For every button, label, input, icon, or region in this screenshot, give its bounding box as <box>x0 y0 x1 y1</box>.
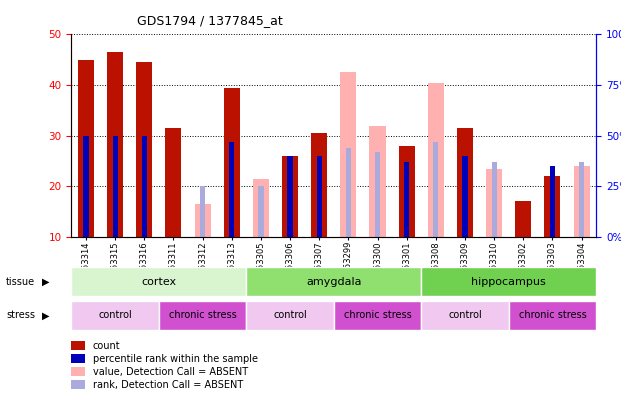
Bar <box>463 156 468 237</box>
Bar <box>375 152 380 237</box>
Bar <box>545 176 560 237</box>
Bar <box>253 179 269 237</box>
Text: GDS1794 / 1377845_at: GDS1794 / 1377845_at <box>137 14 283 27</box>
Bar <box>229 142 234 237</box>
Bar <box>486 168 502 237</box>
Text: chronic stress: chronic stress <box>343 311 411 320</box>
Text: control: control <box>273 311 307 320</box>
Bar <box>317 156 322 237</box>
Bar <box>107 52 123 237</box>
Text: amygdala: amygdala <box>306 277 361 287</box>
Bar <box>515 202 532 237</box>
Text: control: control <box>98 311 132 320</box>
Bar <box>288 156 292 237</box>
Bar <box>579 162 584 237</box>
Text: rank, Detection Call = ABSENT: rank, Detection Call = ABSENT <box>93 380 243 390</box>
Bar <box>574 166 589 237</box>
Bar <box>258 186 263 237</box>
Bar <box>200 186 205 237</box>
Bar <box>457 128 473 237</box>
Bar <box>194 204 211 237</box>
Bar <box>78 60 94 237</box>
Text: chronic stress: chronic stress <box>519 311 586 320</box>
Text: stress: stress <box>6 311 35 320</box>
Bar <box>433 142 438 237</box>
Bar <box>165 128 181 237</box>
Text: hippocampus: hippocampus <box>471 277 546 287</box>
Text: percentile rank within the sample: percentile rank within the sample <box>93 354 258 364</box>
Bar <box>399 146 415 237</box>
Bar <box>369 126 386 237</box>
Bar <box>491 162 497 237</box>
Text: count: count <box>93 341 120 351</box>
Bar <box>83 136 89 237</box>
Bar <box>428 83 444 237</box>
Bar <box>224 87 240 237</box>
Bar <box>550 166 555 237</box>
Text: chronic stress: chronic stress <box>169 311 237 320</box>
Text: ▶: ▶ <box>42 311 50 320</box>
Bar <box>282 156 298 237</box>
Bar <box>404 162 409 237</box>
Text: ▶: ▶ <box>42 277 50 287</box>
Bar <box>346 148 351 237</box>
Bar <box>142 136 147 237</box>
Bar <box>136 62 152 237</box>
Bar <box>311 133 327 237</box>
Text: tissue: tissue <box>6 277 35 287</box>
Text: cortex: cortex <box>142 277 176 287</box>
Bar <box>112 136 118 237</box>
Text: value, Detection Call = ABSENT: value, Detection Call = ABSENT <box>93 367 248 377</box>
Text: control: control <box>448 311 482 320</box>
Bar <box>340 72 356 237</box>
